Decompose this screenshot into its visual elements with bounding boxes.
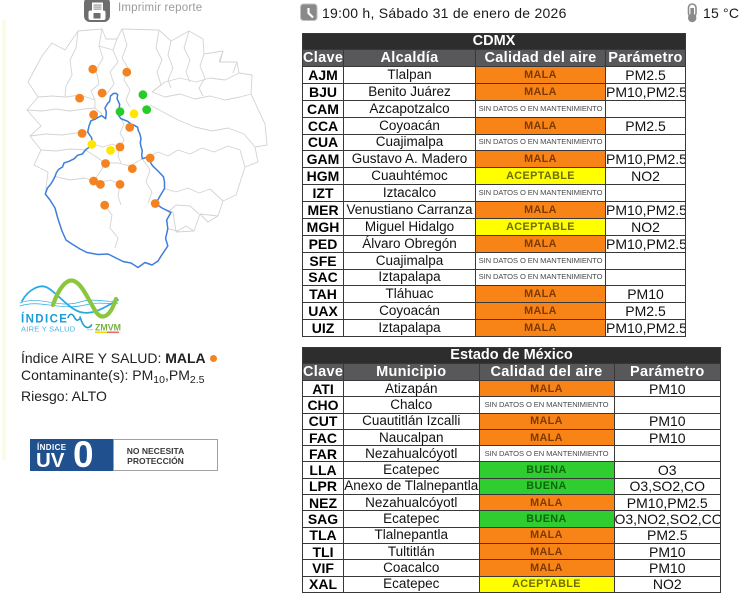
svg-text:ZMVM: ZMVM	[95, 323, 121, 333]
svg-text:AIRE Y SALUD: AIRE Y SALUD	[21, 325, 76, 334]
svg-text:ÍNDICE: ÍNDICE	[21, 313, 68, 326]
